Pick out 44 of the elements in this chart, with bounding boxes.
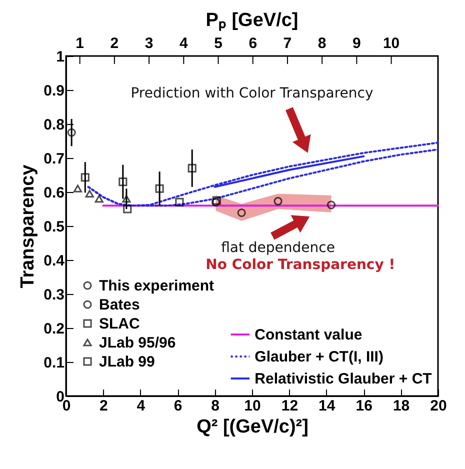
- y-tick-label: 0.9: [44, 82, 64, 100]
- annotation: No Color Transparency !: [206, 257, 396, 274]
- y-tick-label: 0.8: [44, 116, 64, 134]
- x2-tick-label: 3: [144, 35, 154, 52]
- legend-label: Relativistic Glauber + CT: [254, 370, 432, 388]
- y-tick-label: 0.7: [44, 150, 64, 168]
- y-tick-label: 0.1: [44, 354, 64, 372]
- x2-tick-label: 10: [382, 35, 400, 52]
- legend-label: Bates: [99, 296, 140, 314]
- legend-label: JLab 95/96: [99, 334, 176, 352]
- x-tick-label: 4: [136, 398, 146, 414]
- x2-tick-label: 4: [179, 35, 188, 52]
- y-tick-label: 1: [56, 48, 64, 66]
- x2-tick-label: 8: [318, 35, 326, 52]
- x2-tick-label: 1: [76, 35, 84, 52]
- y-tick-label: 0.5: [44, 218, 64, 236]
- legend-label: JLab 99: [99, 354, 155, 370]
- x-tick-label: 20: [430, 398, 447, 414]
- x2-tick-label: 2: [110, 35, 119, 52]
- x-axis-title: Q² [(GeV/c)²]: [196, 416, 308, 438]
- y-tick-label: 0.4: [44, 252, 66, 270]
- x2-tick-label: 9: [352, 35, 361, 52]
- x2-tick-label: 5: [214, 35, 222, 52]
- y-tick-label: 0.6: [44, 184, 64, 202]
- annotation: flat dependence: [221, 240, 335, 256]
- y-tick-label: 0.2: [44, 320, 64, 338]
- x2-tick-label: 6: [248, 35, 258, 52]
- legend-label: Glauber + CT(I, III): [254, 348, 384, 366]
- x-tick-label: 8: [211, 398, 220, 414]
- x-tick-label: 18: [392, 398, 410, 414]
- x2-axis-title: Pₚ [GeV/c]: [206, 10, 298, 31]
- x-tick-label: 2: [100, 398, 108, 414]
- x-tick-label: 10: [244, 398, 261, 414]
- legend-label: This experiment: [99, 278, 214, 294]
- legend-label: Constant value: [254, 326, 362, 344]
- y-axis-title: Transparency: [18, 164, 39, 288]
- annotation: Prediction with Color Transparency: [130, 85, 374, 102]
- x-tick-label: 16: [356, 398, 372, 414]
- x-tick-label: 14: [318, 398, 336, 414]
- x-tick-label: 6: [174, 398, 182, 414]
- y-tick-label: 0.3: [44, 286, 64, 304]
- legend-label: SLAC: [99, 316, 140, 332]
- x2-tick-label: 7: [283, 35, 292, 52]
- x-tick-label: 12: [281, 398, 298, 414]
